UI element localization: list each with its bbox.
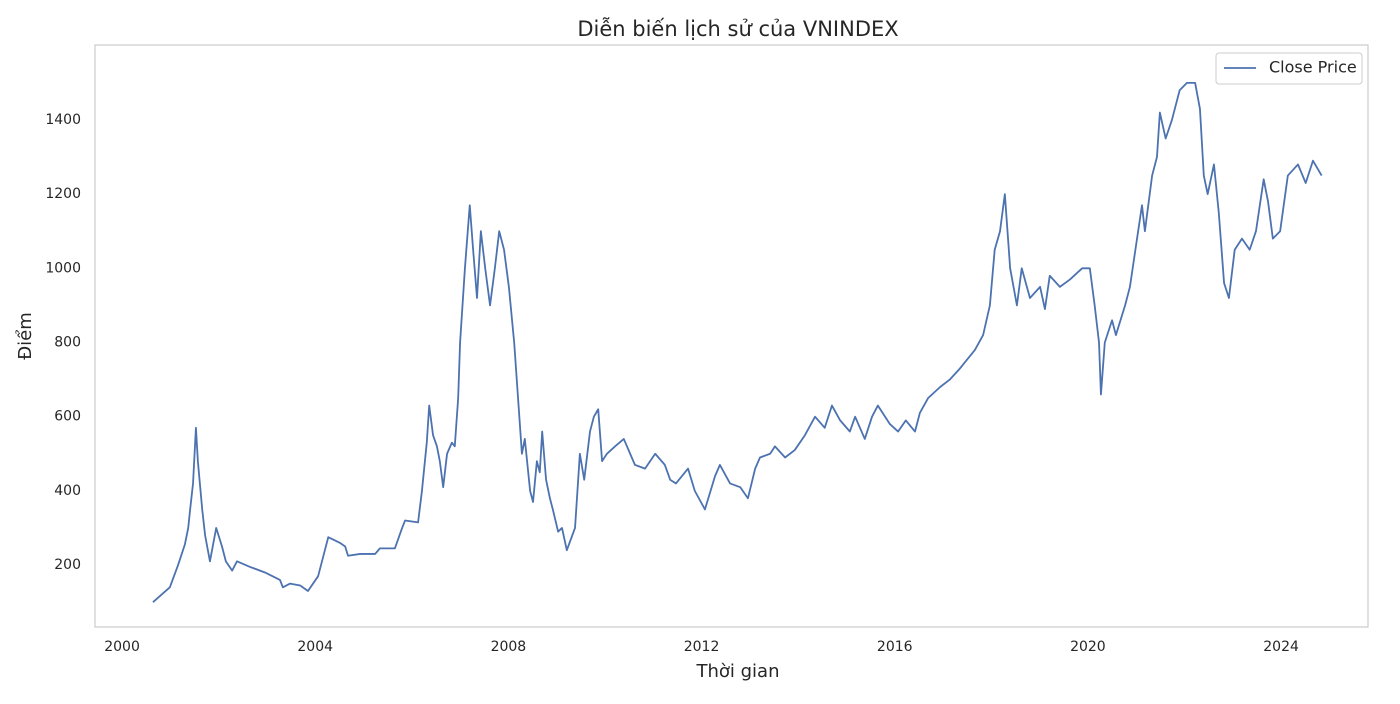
y-tick-label: 600	[54, 409, 81, 425]
y-tick-label: 1400	[45, 112, 81, 128]
x-axis-label: Thời gian	[695, 661, 779, 682]
x-tick-label: 2024	[1263, 639, 1299, 655]
legend-label: Close Price	[1269, 58, 1357, 77]
x-tick-label: 2004	[297, 639, 333, 655]
legend-box	[1215, 52, 1363, 85]
x-tick-label: 2020	[1070, 639, 1106, 655]
x-tick-label: 2016	[877, 639, 913, 655]
x-tick-label: 2008	[491, 639, 527, 655]
y-tick-label: 1200	[45, 186, 81, 202]
plot-frame	[94, 44, 1369, 628]
y-axis-label: Điểm	[15, 312, 36, 360]
y-tick-label: 800	[54, 334, 81, 350]
y-tick-label: 1000	[45, 260, 81, 276]
x-tick-label: 2000	[104, 639, 140, 655]
price-line	[152, 81, 1323, 603]
x-tick-label: 2012	[684, 639, 720, 655]
chart-title: Diễn biến lịch sử của VNINDEX	[577, 16, 898, 41]
y-tick-label: 400	[54, 483, 81, 499]
y-tick-label: 200	[54, 557, 81, 573]
